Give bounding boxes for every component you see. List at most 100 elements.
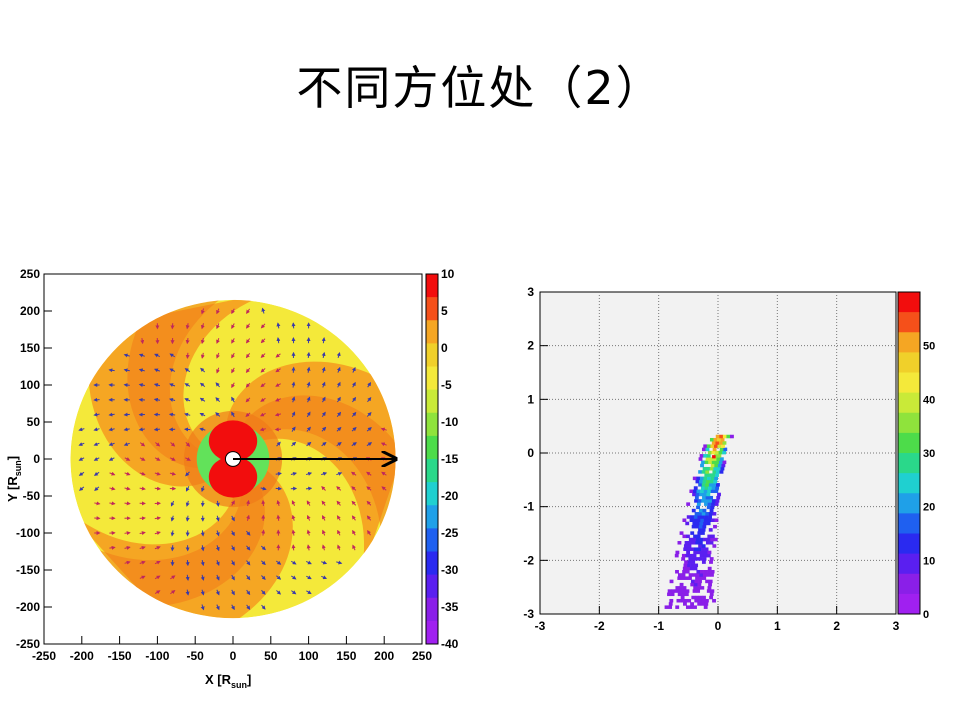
field-arrow [306,366,311,373]
field-arrow [276,337,281,344]
colorbar-band [426,297,438,321]
hist-cell [702,479,707,484]
hist-cell [723,447,728,452]
hist-cell [707,518,712,522]
field-arrow [381,471,387,476]
field-arrow [108,427,115,432]
field-arrow [306,590,312,595]
hist-cell [706,479,711,484]
field-arrow [352,396,357,403]
field-arrow [200,604,205,611]
colorbar-band [898,372,920,394]
field-arrow [231,382,235,389]
field-arrow [275,397,281,402]
hist-cell [721,463,726,468]
hist-cell [709,508,714,513]
field-arrow [215,604,220,611]
field-arrow [108,457,115,461]
field-arrow [276,575,282,580]
field-arrow [306,351,311,359]
field-arrow [124,486,131,491]
hist-cell [722,441,727,445]
hist-cell [706,537,711,542]
hist-cell [709,592,714,597]
colorbar-band [898,292,920,313]
hist-cell [702,595,706,600]
hist-cell [694,512,699,516]
field-arrow [336,560,343,565]
field-arrow [261,575,266,581]
y-tick-label: 0 [33,452,40,466]
hist-cell [678,589,683,593]
hist-cell [691,560,696,564]
hist-cell [696,505,701,510]
field-arrow [306,544,311,551]
field-arrow [321,411,326,418]
hist-cell [705,447,710,452]
hist-cell [706,444,711,448]
hist-cell [693,515,698,519]
field-arrow [185,457,191,461]
hist-cell [685,553,690,558]
hist-cell [710,589,715,593]
hist-cell [710,489,715,494]
colorbar-tick-label: -10 [441,415,459,429]
hist-cell [711,486,716,490]
field-arrow [139,545,146,550]
y-tick-label: -1 [523,500,534,514]
field-arrow [306,529,311,536]
hist-cell [707,450,712,455]
hist-cell [697,602,702,606]
x-tick-label: 250 [412,649,432,663]
hist-cell [669,579,674,584]
field-arrow [138,427,145,432]
hist-cell [708,486,712,490]
hist-cell [698,457,703,461]
field-arrow [366,411,372,417]
colorbar-band [426,597,438,622]
hist-cell [684,592,689,597]
hist-cell [694,598,699,603]
hist-cell [693,486,698,490]
y-tick-label: 2 [527,339,534,353]
hist-cell [669,598,674,603]
field-arrow [184,412,191,417]
hist-cell [707,534,712,539]
colorbar-band [426,366,438,391]
hist-cell [707,569,711,574]
colorbar-tick-label: 50 [923,341,935,353]
field-arrow [291,396,296,403]
hist-cell [718,460,723,465]
field-arrow [246,323,251,329]
field-arrow [215,515,220,522]
hist-cell [693,605,697,609]
hist-cell [730,434,734,439]
hist-cell [711,460,716,465]
hist-cell [726,434,731,439]
colorbar-band [898,392,920,414]
hist-cell [679,531,684,535]
hist-cell [700,518,705,522]
field-arrow [231,530,235,537]
hist-cell [677,576,682,580]
colorbar-band [426,505,438,529]
field-arrow [185,589,190,596]
field-arrow [291,500,296,506]
field-arrow [321,426,327,432]
field-arrow [245,367,251,374]
hist-cell [715,486,720,490]
y-tick-label: -50 [23,489,41,503]
field-arrow [139,457,146,461]
hist-cell [687,563,691,568]
field-arrow [246,308,251,314]
hist-cell [700,489,704,494]
field-arrow [260,412,266,417]
hist-cell [692,573,697,577]
y-tick-label: 200 [20,304,40,318]
field-arrow [200,574,205,581]
colorbar-band [898,312,920,333]
field-arrow [246,604,251,610]
right-y-ticks: 3 2 1 0 -1 -2 -3 [523,285,548,621]
hist-cell [722,460,727,465]
